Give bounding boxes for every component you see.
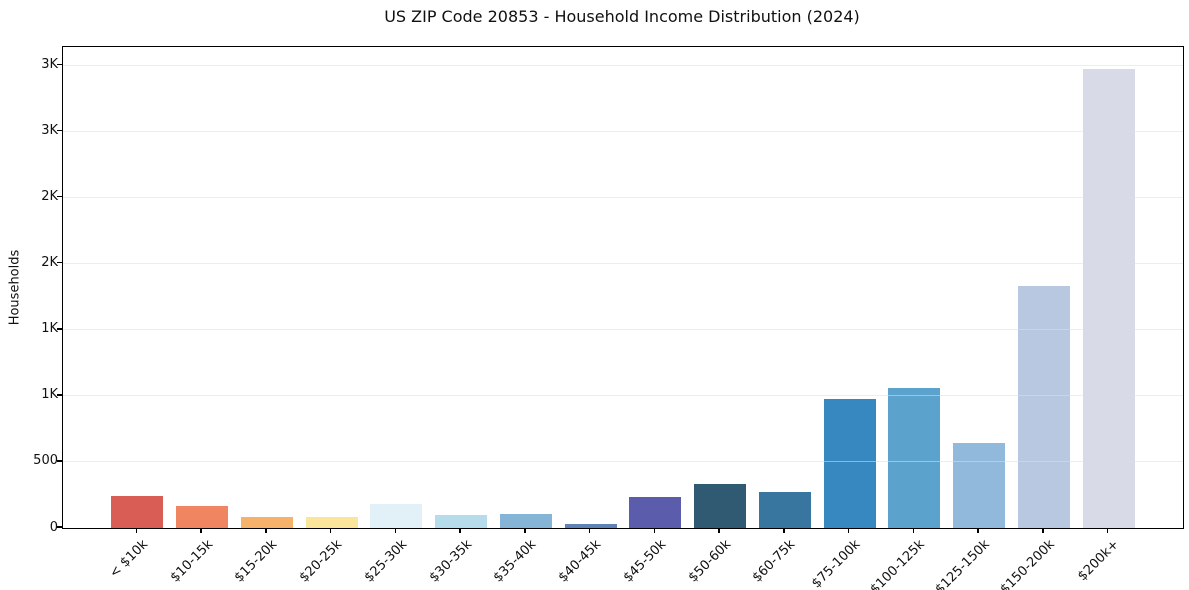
y-tick-label: 1K xyxy=(41,321,58,337)
bar-5 xyxy=(435,514,488,528)
x-tick-mark xyxy=(588,528,591,533)
bar-3 xyxy=(305,517,358,528)
gridline xyxy=(63,130,1183,132)
y-tick-label: 3K xyxy=(41,123,58,139)
y-tick-mark xyxy=(57,261,62,264)
x-tick-mark xyxy=(329,528,332,533)
bar-10 xyxy=(758,492,811,528)
x-tick-label: $45-50k xyxy=(620,537,669,586)
x-tick-label: $40-45k xyxy=(555,537,605,586)
gridline xyxy=(63,262,1183,264)
chart-title: US ZIP Code 20853 - Household Income Dis… xyxy=(384,7,860,26)
gridline xyxy=(63,196,1183,198)
y-tick-mark xyxy=(57,394,62,396)
y-tick-label: 500 xyxy=(33,453,58,469)
x-tick-label: $30-35k xyxy=(426,537,475,586)
bar-4 xyxy=(370,503,423,528)
bar-1 xyxy=(176,505,229,528)
x-tick-label: $75-100k xyxy=(808,537,864,590)
x-tick-label: $100-125k xyxy=(867,537,928,590)
bar-13 xyxy=(953,442,1006,528)
x-tick-mark xyxy=(912,528,915,533)
x-tick-mark xyxy=(394,528,397,533)
x-tick-label: $20-25k xyxy=(296,537,346,586)
x-tick-mark xyxy=(718,528,720,533)
plot-area xyxy=(62,46,1184,529)
bar-12 xyxy=(888,387,941,528)
x-tick-mark xyxy=(135,528,138,533)
x-tick-mark xyxy=(847,528,850,533)
x-tick-label: $35-40k xyxy=(490,537,540,586)
gridline xyxy=(63,394,1183,396)
y-tick-mark xyxy=(57,460,62,462)
bar-15 xyxy=(1082,68,1135,528)
bar-0 xyxy=(111,496,164,528)
x-tick-label: $25-30k xyxy=(361,537,410,586)
x-tick-label: $60-75k xyxy=(749,537,799,586)
y-tick-mark xyxy=(57,195,62,198)
gridline xyxy=(63,460,1183,462)
x-tick-mark xyxy=(265,528,267,533)
gridline xyxy=(63,328,1183,330)
x-tick-label: $125-150k xyxy=(932,537,993,590)
bar-6 xyxy=(499,514,552,528)
bar-11 xyxy=(823,398,876,528)
x-tick-label: $150-200k xyxy=(997,537,1058,590)
bar-8 xyxy=(629,496,682,528)
x-tick-mark xyxy=(653,528,656,533)
y-tick-label: 1K xyxy=(41,387,58,403)
x-tick-label: $200k+ xyxy=(1075,537,1123,585)
x-tick-mark xyxy=(200,528,202,533)
y-tick-mark xyxy=(57,129,62,132)
y-tick-label: 0 xyxy=(49,519,58,535)
x-tick-label: $50-60k xyxy=(685,537,734,586)
y-tick-mark xyxy=(57,63,62,66)
y-tick-mark xyxy=(57,526,62,528)
y-tick-label: 2K xyxy=(41,255,58,271)
x-tick-label: $10-15k xyxy=(167,537,216,586)
x-tick-mark xyxy=(1106,528,1109,533)
x-tick-mark xyxy=(459,528,461,533)
y-tick-label: 3K xyxy=(41,57,58,72)
y-tick-mark xyxy=(57,328,62,330)
x-tick-mark xyxy=(977,528,979,533)
bar-7 xyxy=(564,523,617,528)
bar-2 xyxy=(240,517,293,528)
x-tick-mark xyxy=(524,528,526,533)
bar-14 xyxy=(1017,286,1070,528)
x-tick-label: $15-20k xyxy=(231,537,281,586)
bar-9 xyxy=(694,484,747,528)
x-tick-mark xyxy=(1042,528,1044,533)
x-tick-mark xyxy=(783,528,785,533)
x-tick-label: < $10k xyxy=(106,537,151,582)
gridline xyxy=(63,64,1183,66)
y-tick-label: 2K xyxy=(41,189,58,205)
